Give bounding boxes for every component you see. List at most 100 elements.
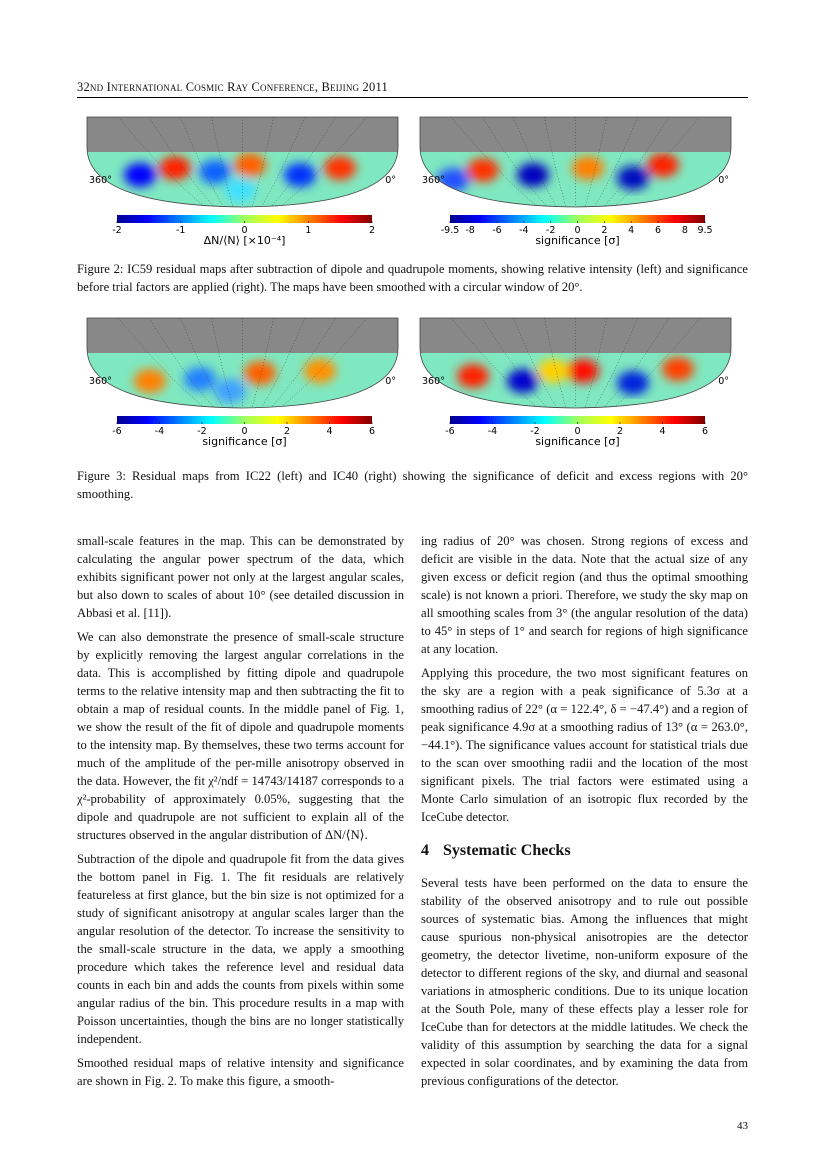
colorbar <box>117 215 372 223</box>
map-region <box>537 359 569 383</box>
graticule <box>148 117 215 207</box>
right-column: ing radius of 20° was chosen. Strong reg… <box>421 532 748 1096</box>
colorbar-tick-label: -2 <box>112 225 121 236</box>
colorbar-tick-label: -6 <box>492 225 501 236</box>
colorbar-tick-label: -2 <box>546 225 555 236</box>
map-region <box>199 160 231 184</box>
map-region <box>507 369 539 393</box>
map-region <box>467 158 499 182</box>
colorbar <box>117 416 372 424</box>
paragraph: We can also demonstrate the presence of … <box>77 630 404 842</box>
map-region <box>572 156 604 180</box>
colorbar-tick-label: -4 <box>488 426 497 437</box>
map-region <box>567 359 599 383</box>
map-region <box>617 371 649 395</box>
map-axis-label: 360° <box>422 175 445 186</box>
map-axis-label: 0° <box>385 175 396 186</box>
map-axis-label: 0° <box>718 175 729 186</box>
map-region <box>224 178 256 202</box>
map-region <box>159 156 191 180</box>
map-body <box>87 318 398 408</box>
map-region <box>304 359 336 383</box>
map-outline <box>86 116 399 208</box>
left-column: small-scale features in the map. This ca… <box>77 532 404 1096</box>
map-outline <box>419 116 732 208</box>
colorbar-tick-label: 1 <box>305 225 311 236</box>
colorbar-tick-label: -6 <box>445 426 454 437</box>
colorbar <box>450 215 705 223</box>
colorbar-tick-label: 8 <box>682 225 688 236</box>
map-region <box>284 163 316 187</box>
colorbar-tick-label: -4 <box>155 426 164 437</box>
map-region <box>134 369 166 393</box>
map-body <box>87 117 398 207</box>
colorbar-tick-label: 6 <box>369 426 375 437</box>
graticule <box>603 117 670 207</box>
running-title: 32nd International Cosmic Ray Conference… <box>77 80 388 94</box>
colorbar-tick-label: 4 <box>326 426 332 437</box>
map-region <box>617 166 649 190</box>
sky-map: 360° 0° <box>86 116 399 208</box>
paragraph: Subtraction of the dipole and quadrupole… <box>77 852 404 1046</box>
map-region <box>184 367 216 391</box>
colorbar-tick-label: 9.5 <box>697 225 712 236</box>
colorbar-tick-label: 2 <box>369 225 375 236</box>
map-body <box>420 318 731 408</box>
colorbar-tick-label: 4 <box>628 225 634 236</box>
graticule <box>513 117 558 207</box>
map-region <box>234 153 266 177</box>
colorbar-tick-label: 6 <box>702 426 708 437</box>
colorbar-tick-label: 2 <box>617 426 623 437</box>
graticule <box>260 117 305 207</box>
figure-caption: Figure 3: Residual maps from IC22 (left)… <box>77 469 748 501</box>
map-structure <box>457 357 694 395</box>
section-number: 4 <box>421 842 429 859</box>
header-rule <box>77 97 748 98</box>
colorbar <box>450 416 705 424</box>
colorbar-tick-label: -4 <box>519 225 528 236</box>
map-axis-label: 360° <box>89 175 112 186</box>
map-outline <box>86 317 399 409</box>
map-axis-label: 360° <box>422 376 445 387</box>
map-region <box>517 163 549 187</box>
graticule <box>481 117 548 207</box>
map-body <box>420 117 731 207</box>
graticule <box>270 318 337 408</box>
colorbar-tick-label: -8 <box>465 225 474 236</box>
colorbar-label: significance [σ] <box>202 435 286 448</box>
paragraph: Several tests have been performed on the… <box>421 876 748 1088</box>
colorbar-label: ΔN/⟨N⟩ [×10⁻⁴] <box>204 234 286 247</box>
map-structure <box>124 153 356 202</box>
graticule <box>270 117 337 207</box>
figures: 360° 0° -2 -1 0 1 2 ΔN/⟨N⟩ [×10⁻⁴] 360° 0° -9.5 -8 -… <box>86 116 732 448</box>
graticule <box>260 318 305 408</box>
map-structure <box>134 359 336 403</box>
map-unseen <box>87 318 398 353</box>
colorbar-tick-label: -1 <box>176 225 185 236</box>
colorbar-label: significance [σ] <box>535 435 619 448</box>
paragraph: Applying this procedure, the two most si… <box>421 666 748 824</box>
section-heading: 4 Systematic Checks <box>421 842 748 860</box>
map-axis-label: 360° <box>89 376 112 387</box>
sky-map: 360° 0° <box>419 116 732 208</box>
colorbar-label: significance [σ] <box>535 234 619 247</box>
graticule <box>180 318 225 408</box>
map-region <box>457 364 489 388</box>
colorbar-tick-label: -6 <box>112 426 121 437</box>
graticule <box>593 117 638 207</box>
map-region <box>244 361 276 385</box>
colorbar-tick-label: 0 <box>241 426 247 437</box>
graticule <box>481 318 548 408</box>
graticule <box>603 318 670 408</box>
section-title: Systematic Checks <box>443 842 571 859</box>
colorbar-tick-label: 0 <box>574 426 580 437</box>
map-region <box>324 156 356 180</box>
colorbar-tick-label: 4 <box>659 426 665 437</box>
graticule <box>180 117 225 207</box>
colorbar-tick-label: 2 <box>284 426 290 437</box>
map-region <box>662 357 694 381</box>
figure-caption: Figure 2: IC59 residual maps after subtr… <box>77 262 748 294</box>
map-region <box>214 379 246 403</box>
colorbar-tick-label: -2 <box>530 426 539 437</box>
